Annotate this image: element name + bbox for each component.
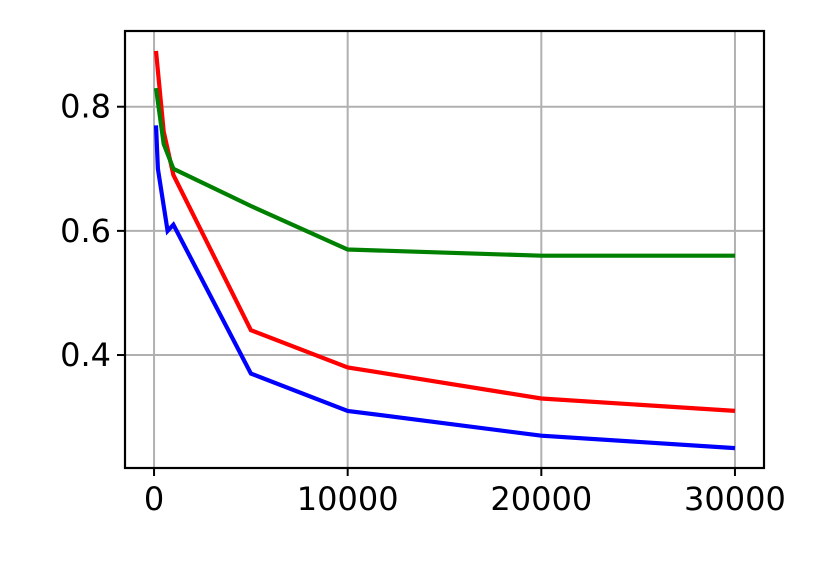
- y-tick-label: 0.6: [60, 212, 111, 250]
- x-tick-label: 0: [144, 480, 164, 518]
- y-tick-label: 0.8: [60, 88, 111, 126]
- y-tick-label: 0.4: [60, 336, 111, 374]
- plot-frame: [123, 29, 766, 470]
- axis-ticks: 0 10000 20000 30000 0.4 0.6 0.8: [60, 88, 786, 518]
- x-tick-label: 30000: [684, 480, 786, 518]
- series-group: [153, 50, 736, 451]
- series-line-3: [153, 125, 736, 451]
- grid: [125, 31, 764, 468]
- x-tick-label: 20000: [490, 480, 592, 518]
- series-line-2: [153, 87, 735, 258]
- x-tick-label: 10000: [297, 480, 399, 518]
